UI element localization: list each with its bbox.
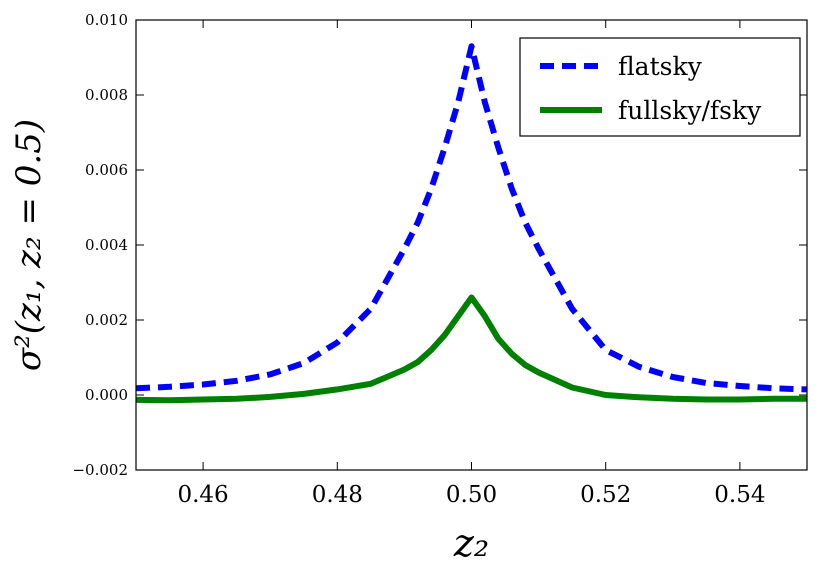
series-line-flatsky [136, 43, 807, 393]
y-tick-label: 0.006 [85, 161, 128, 179]
legend-box [519, 37, 801, 137]
x-tick-label: 0.54 [714, 482, 765, 508]
x-tick-label: 0.46 [177, 482, 228, 508]
y-tick-label: 0.008 [85, 86, 128, 104]
plot-frame [135, 19, 808, 471]
legend: flatsky fullsky/fsky [519, 37, 801, 137]
legend-label: fullsky/fsky [618, 96, 762, 125]
x-tick-label: 0.48 [312, 482, 363, 508]
y-tick-label: 0.010 [85, 11, 128, 29]
series-line-fullsky [136, 294, 807, 404]
y-tick-label: 0.004 [85, 236, 128, 254]
x-tick-label: 0.50 [446, 482, 497, 508]
y-tick-label: 0.002 [85, 311, 128, 329]
x-axis-ticks: 0.46 0.48 0.50 0.52 0.54 [177, 20, 766, 508]
y-tick-label: −0.002 [72, 461, 128, 479]
x-tick-label: 0.52 [580, 482, 631, 508]
y-tick-label: 0.000 [85, 386, 128, 404]
x-axis-label: z₂ [453, 521, 489, 565]
series-group [136, 43, 807, 404]
legend-label: flatsky [618, 52, 703, 81]
y-axis-label: σ²(z₁, z₂ = 0.5) [9, 119, 49, 371]
